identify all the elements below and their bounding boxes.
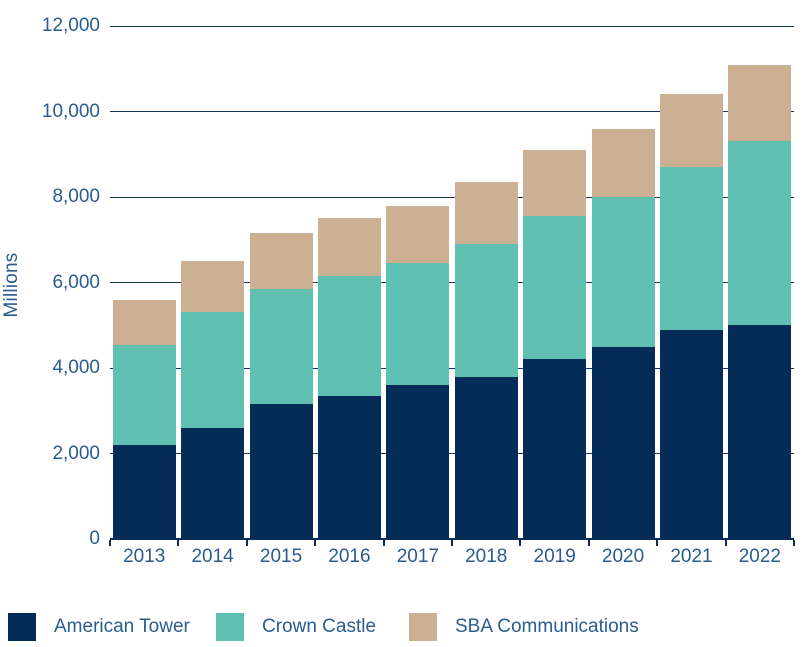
segment-crown-castle [112,344,176,445]
segment-crown-castle [386,263,450,386]
y-tick-label: 6,000 [52,271,100,293]
x-tick-label-2015: 2015 [259,546,303,567]
stacked-bar-2016 [317,26,381,539]
x-tick-label-2014: 2014 [191,546,234,567]
legend-item-crown-castle: Crown Castle [216,609,376,645]
segment-sba-communications [728,64,792,142]
segment-american-tower [317,395,381,539]
x-tick-label-2013: 2013 [123,546,166,567]
gridline [110,111,794,112]
y-tick-label: 10,000 [41,100,100,122]
bar-slot-2016 [315,26,383,539]
bar-slot-2013 [110,26,178,539]
legend-label: Crown Castle [262,616,377,637]
stacked-bar-2018 [454,26,518,539]
stacked-bar-2021 [659,26,723,539]
axis-tick [451,540,453,546]
segment-sba-communications [659,94,723,168]
y-tick-label: 8,000 [52,186,100,207]
x-tick-label-2020: 2020 [601,546,645,567]
legend-label: American Tower [54,616,190,637]
x-tick-label-2016: 2016 [328,546,371,567]
segment-american-tower [181,427,245,539]
axis-tick [793,540,795,546]
axis-tick [314,540,317,546]
segment-sba-communications [249,233,313,289]
x-axis-category-labels: 2013 2014 2015 2016 2017 2018 2019 2020 2021 2022 [110,546,794,568]
legend-item-american-tower: American Tower [8,609,190,645]
stacked-bar-2017 [386,26,450,539]
axis-tick [519,540,522,546]
y-tick-label: 4,000 [52,357,100,378]
bar-slot-2020 [589,26,657,539]
bar-slot-2019 [520,26,588,539]
segment-sba-communications [181,261,245,313]
segment-sba-communications [386,205,450,264]
x-tick-label-2021: 2021 [670,546,713,567]
x-tick-label-2019: 2019 [533,546,576,567]
legend: American Tower Crown Castle SBA Communicat… [0,609,804,645]
gridline [110,196,794,198]
segment-american-tower [728,325,792,539]
axis-tick [587,540,590,546]
bar-slot-2015 [247,26,315,539]
axis-tick [245,540,248,546]
bar-slot-2021 [657,26,725,539]
segment-crown-castle [591,197,655,347]
segment-crown-castle [181,312,245,428]
bar-slot-2022 [726,26,794,539]
segment-american-tower [386,385,450,539]
stacked-bar-2019 [523,26,587,539]
segment-american-tower [659,329,723,539]
axis-tick [109,540,111,546]
x-tick-label-2017: 2017 [396,546,439,567]
legend-label: SBA Communications [455,616,639,637]
segment-sba-communications [454,182,518,245]
axis-tick [382,540,385,546]
segment-american-tower [523,359,587,539]
stacked-bar-2022 [728,26,792,539]
segment-crown-castle [523,216,587,360]
segment-sba-communications [523,150,587,217]
x-tick-label-2022: 2022 [738,546,781,567]
bars-container [110,26,794,539]
legend-swatch [8,613,36,641]
segment-sba-communications [591,128,655,197]
segment-sba-communications [112,299,176,345]
segment-american-tower [249,404,313,539]
stacked-bar-2014 [181,26,245,539]
plot-area [109,25,795,546]
gridline [110,367,794,369]
gridline [110,453,794,454]
segment-crown-castle [728,141,792,326]
legend-swatch [216,613,244,641]
segment-sba-communications [317,218,381,277]
segment-crown-castle [454,244,518,377]
y-tick-label: 2,000 [52,442,100,464]
stacked-bar-2015 [249,26,313,539]
stacked-bar-2020 [591,26,655,539]
y-tick-label: 12,000 [41,15,100,36]
x-tick-label-2018: 2018 [465,546,508,567]
segment-crown-castle [659,167,723,330]
axis-tick [724,540,727,546]
segment-crown-castle [249,288,313,405]
legend-swatch [409,613,437,641]
segment-american-tower [454,376,518,539]
stacked-bar-2013 [112,26,176,539]
gridline [110,25,794,27]
segment-american-tower [591,346,655,539]
bar-slot-2018 [452,26,520,539]
axis-tick [656,540,659,546]
legend-item-sba-communications: SBA Communications [409,609,639,645]
gridline [110,282,794,283]
bar-slot-2014 [178,26,246,539]
segment-american-tower [112,444,176,539]
x-axis-line [110,538,794,540]
bar-slot-2017 [384,26,452,539]
y-tick-label: 0 [89,528,100,549]
axis-tick [177,540,180,546]
segment-crown-castle [317,276,381,396]
